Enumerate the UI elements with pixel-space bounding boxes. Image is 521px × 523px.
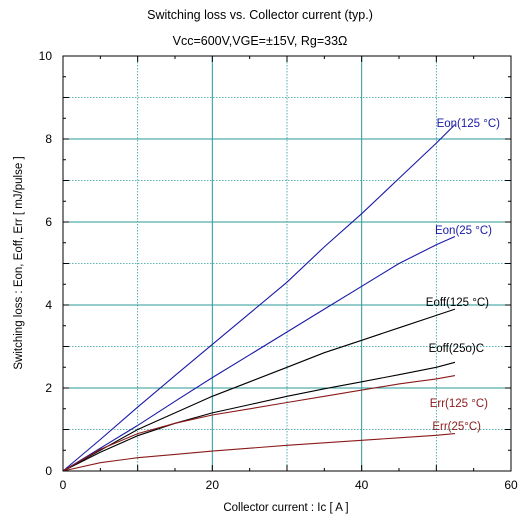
series-label: Err(25°C) <box>432 421 481 433</box>
x-tick-label: 40 <box>355 478 369 492</box>
series-line <box>62 361 456 472</box>
chart-title: Switching loss vs. Collector current (ty… <box>147 8 373 22</box>
y-tick-label: 2 <box>45 381 52 395</box>
series-label: Eon(125 °C) <box>437 118 501 130</box>
series-line <box>62 124 456 472</box>
y-tick-label: 4 <box>45 298 52 312</box>
series-lines <box>62 124 456 472</box>
series-line <box>62 235 456 472</box>
x-tick-label: 60 <box>504 478 518 492</box>
y-tick-label: 0 <box>45 464 52 478</box>
series-line <box>62 375 456 472</box>
y-tick-label: 10 <box>39 49 53 63</box>
y-tick-label: 6 <box>45 215 52 229</box>
series-label: Eoff(25o)C <box>429 343 484 355</box>
y-tick-label: 8 <box>45 132 52 146</box>
series-labels: Eon(125 °C) Eon(25 °C) Eoff(125 °C) Eoff(25… <box>426 118 500 433</box>
x-axis-label: Collector current : Ic [ A ] <box>223 502 348 514</box>
series-line <box>62 308 456 472</box>
series-label: Eon(25 °C) <box>435 225 492 237</box>
y-axis-label: Switching loss : Eon, Eoff, Err [ mJ/pul… <box>13 156 25 369</box>
series-line <box>62 433 456 472</box>
x-tick-label: 20 <box>206 478 220 492</box>
series-label: Eoff(125 °C) <box>426 297 489 309</box>
plot-frame <box>62 55 512 472</box>
tick-labels: 0 20 40 60 0 2 4 6 8 10 <box>39 49 518 492</box>
series-label: Err(125 °C) <box>430 398 488 410</box>
grid-lines <box>63 56 511 471</box>
chart-subtitle: Vcc=600V,VGE=±15V, Rg=33Ω <box>173 34 348 48</box>
x-tick-label: 0 <box>60 478 67 492</box>
